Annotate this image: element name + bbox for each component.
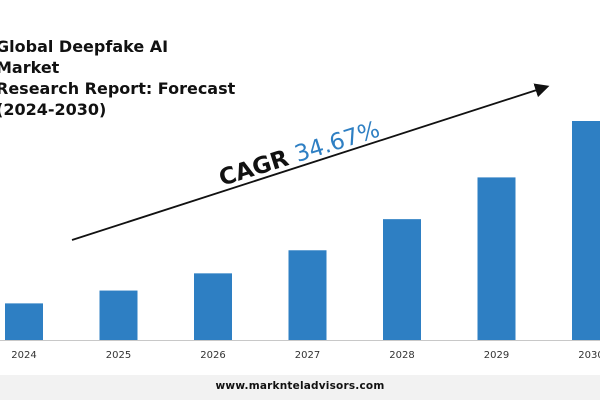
x-tick-label-2028: 2028 bbox=[389, 350, 414, 361]
x-tick-label-2026: 2026 bbox=[200, 350, 225, 361]
cagr-annotation: CAGR 34.67% bbox=[216, 117, 383, 192]
bar-2026 bbox=[194, 273, 232, 340]
x-tick-label-2027: 2027 bbox=[295, 350, 320, 361]
footer-website-url: www.marknteladvisors.com bbox=[215, 380, 385, 392]
cagr-label: CAGR bbox=[216, 143, 299, 192]
chart-title: Global Deepfake AI Market Research Repor… bbox=[0, 37, 236, 119]
footer-bar: www.marknteladvisors.com bbox=[0, 375, 600, 400]
bar-2025 bbox=[99, 290, 138, 340]
x-tick-label-2025: 2025 bbox=[106, 350, 131, 361]
bar-2029 bbox=[477, 177, 516, 340]
bar-2030 bbox=[572, 121, 600, 340]
bar-2024 bbox=[5, 303, 43, 340]
x-tick-label-2024: 2024 bbox=[11, 350, 36, 361]
trend-arrow bbox=[71, 83, 550, 241]
x-tick-label-2029: 2029 bbox=[484, 350, 509, 361]
bar-2027 bbox=[288, 250, 327, 340]
cagr-value: 34.67% bbox=[292, 117, 383, 168]
x-tick-label-2030: 2030 bbox=[578, 350, 600, 361]
bar-2028 bbox=[383, 219, 421, 340]
